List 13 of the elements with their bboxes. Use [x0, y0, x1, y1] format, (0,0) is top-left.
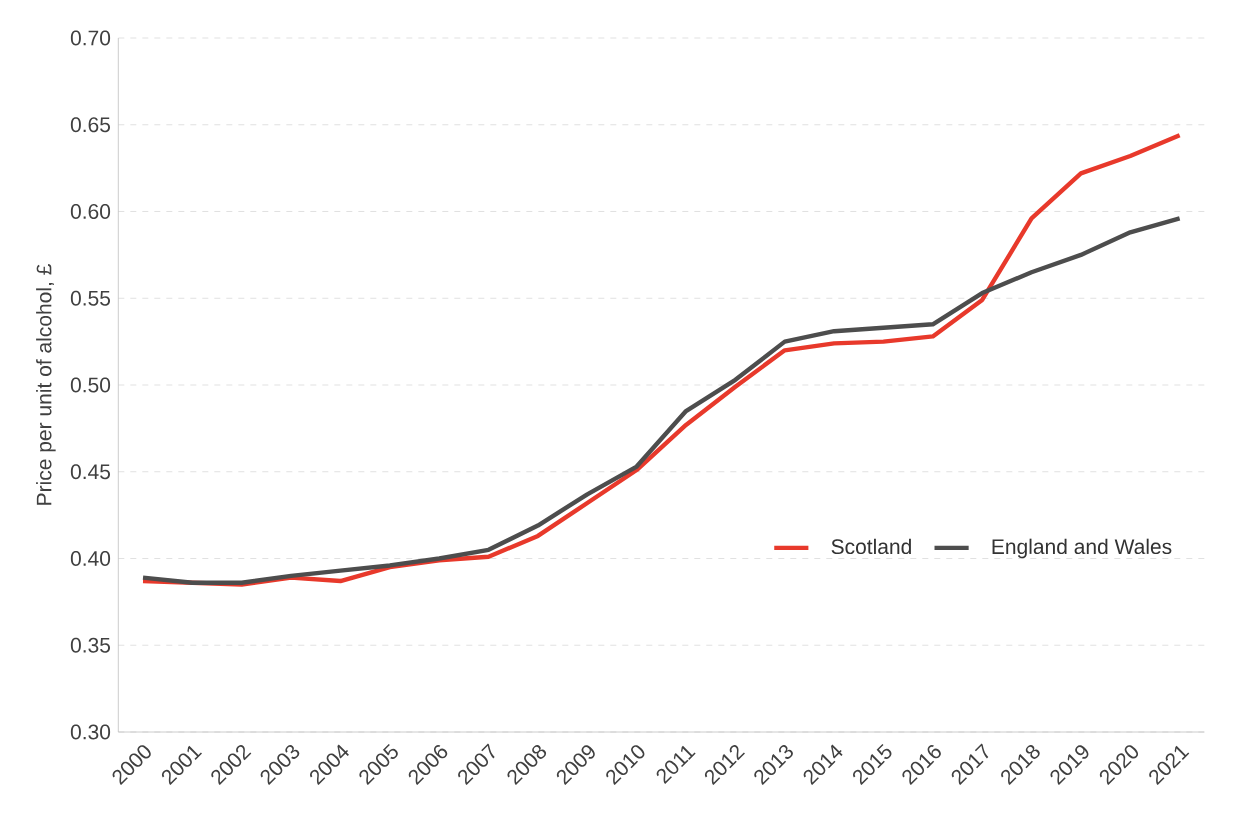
y-tick-label: 0.60 — [70, 204, 111, 219]
y-tick-label: 0.30 — [70, 724, 111, 740]
y-tick-label: 0.55 — [70, 290, 111, 306]
y-tick-label: 0.50 — [70, 377, 111, 393]
legend-label: Scotland — [831, 538, 911, 555]
y-tick-label: 0.45 — [70, 464, 111, 480]
y-tick-label: 0.65 — [70, 117, 111, 133]
legend-label: England and Wales — [992, 538, 1172, 559]
y-axis-title: Price per unit of alcohol, £ — [36, 264, 56, 505]
line-series — [140, 216, 1182, 585]
y-tick-label: 0.35 — [70, 637, 111, 653]
y-tick-label: 0.40 — [70, 551, 111, 566]
y-tick-label: 0.70 — [70, 30, 111, 46]
